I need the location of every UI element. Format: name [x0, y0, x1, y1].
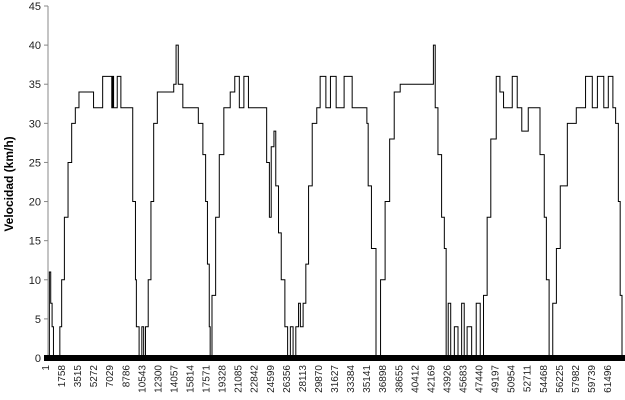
- x-tick-label: 50954: [507, 365, 518, 393]
- x-tick-label: 26356: [282, 365, 293, 393]
- y-tick-label: 0: [35, 353, 41, 365]
- x-tick-label: 33384: [346, 365, 357, 393]
- y-tick-label: 40: [29, 40, 41, 52]
- x-tick-label: 21085: [234, 365, 245, 393]
- y-tick-label: 45: [29, 1, 41, 13]
- y-tick-label: 35: [29, 79, 41, 91]
- x-tick-label: 3515: [73, 365, 84, 388]
- x-tick-label: 56225: [555, 365, 566, 393]
- x-tick-label: 52711: [523, 365, 534, 393]
- x-tick-label: 12300: [153, 365, 164, 393]
- x-tick-label: 61496: [603, 365, 614, 393]
- x-tick-label: 1758: [57, 365, 68, 388]
- x-tick-label: 35141: [362, 365, 373, 393]
- x-tick-label: 17571: [202, 365, 213, 393]
- y-axis-title: Velocidad (km/h): [2, 136, 16, 231]
- x-tick-label: 19328: [218, 365, 229, 393]
- x-tick-label: 36898: [378, 365, 389, 393]
- x-axis-ticks: 1 1758 3515 5272 7029 8786 10543 12300 14057 1581…: [41, 365, 614, 393]
- x-tick-label: 45683: [458, 365, 469, 393]
- series-line: [48, 44, 623, 359]
- x-tick-label: 15814: [186, 365, 197, 393]
- y-tick-label: 20: [29, 197, 41, 209]
- x-tick-label: 59739: [587, 365, 598, 393]
- x-tick-label: 22842: [250, 365, 261, 393]
- series-layer: [48, 44, 623, 359]
- x-tick-label: 40412: [410, 365, 421, 393]
- x-tick-label: 8786: [121, 365, 132, 388]
- x-tick-label: 1: [41, 365, 52, 371]
- x-tick-label: 7029: [105, 365, 116, 388]
- x-tick-label: 42169: [426, 365, 437, 393]
- x-tick-label: 10543: [137, 365, 148, 393]
- x-tick-label: 24599: [266, 365, 277, 393]
- x-tick-label: 5272: [89, 365, 100, 388]
- x-tick-label: 43926: [442, 365, 453, 393]
- x-tick-label: 29870: [314, 365, 325, 393]
- x-tick-label: 57982: [571, 365, 582, 393]
- x-tick-label: 31627: [330, 365, 341, 393]
- x-axis-baseline: [44, 355, 625, 361]
- y-axis-ticks: 0 5 10 15 20 25 30 35 40 45: [29, 1, 48, 365]
- x-tick-label: 28113: [298, 365, 309, 393]
- y-tick-label: 15: [29, 236, 41, 248]
- x-tick-label: 38655: [394, 365, 405, 393]
- y-tick-label: 10: [29, 275, 41, 287]
- y-tick-label: 25: [29, 157, 41, 169]
- x-tick-label: 49197: [491, 365, 502, 393]
- x-tick-label: 14057: [169, 365, 180, 393]
- y-tick-label: 5: [35, 314, 41, 326]
- x-tick-label: 47440: [475, 365, 486, 393]
- y-tick-label: 30: [29, 118, 41, 130]
- x-tick-label: 54468: [539, 365, 550, 393]
